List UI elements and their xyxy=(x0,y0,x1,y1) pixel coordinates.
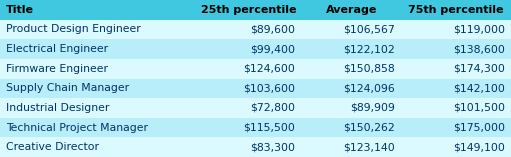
Text: Supply Chain Manager: Supply Chain Manager xyxy=(6,83,129,93)
Text: 25th percentile: 25th percentile xyxy=(201,5,297,15)
Text: $101,500: $101,500 xyxy=(453,103,505,113)
Text: Average: Average xyxy=(326,5,377,15)
Text: $106,567: $106,567 xyxy=(343,24,395,34)
Bar xyxy=(0,59,511,78)
Text: Product Design Engineer: Product Design Engineer xyxy=(6,24,141,34)
Text: $72,800: $72,800 xyxy=(250,103,295,113)
Text: $122,102: $122,102 xyxy=(343,44,395,54)
Text: $124,096: $124,096 xyxy=(343,83,395,93)
Text: $123,140: $123,140 xyxy=(343,142,395,152)
Text: $150,858: $150,858 xyxy=(343,64,395,74)
Text: 75th percentile: 75th percentile xyxy=(408,5,504,15)
Text: $149,100: $149,100 xyxy=(453,142,505,152)
Text: $83,300: $83,300 xyxy=(250,142,295,152)
Bar xyxy=(0,118,511,137)
Bar xyxy=(0,98,511,118)
Text: Firmware Engineer: Firmware Engineer xyxy=(6,64,108,74)
Bar xyxy=(0,137,511,157)
Text: $175,000: $175,000 xyxy=(453,123,505,133)
Text: Title: Title xyxy=(6,5,34,15)
Text: $115,500: $115,500 xyxy=(243,123,295,133)
Text: Industrial Designer: Industrial Designer xyxy=(6,103,109,113)
Text: Creative Director: Creative Director xyxy=(6,142,99,152)
Text: Electrical Engineer: Electrical Engineer xyxy=(6,44,108,54)
Text: $138,600: $138,600 xyxy=(453,44,505,54)
Text: $142,100: $142,100 xyxy=(453,83,505,93)
Text: $103,600: $103,600 xyxy=(243,83,295,93)
Bar xyxy=(0,78,511,98)
Text: $89,600: $89,600 xyxy=(250,24,295,34)
Text: $124,600: $124,600 xyxy=(243,64,295,74)
Text: $119,000: $119,000 xyxy=(453,24,505,34)
Bar xyxy=(0,0,511,20)
Text: $174,300: $174,300 xyxy=(453,64,505,74)
Text: Technical Project Manager: Technical Project Manager xyxy=(6,123,148,133)
Bar xyxy=(0,39,511,59)
Bar xyxy=(0,20,511,39)
Text: $150,262: $150,262 xyxy=(343,123,395,133)
Text: $99,400: $99,400 xyxy=(250,44,295,54)
Text: $89,909: $89,909 xyxy=(350,103,395,113)
